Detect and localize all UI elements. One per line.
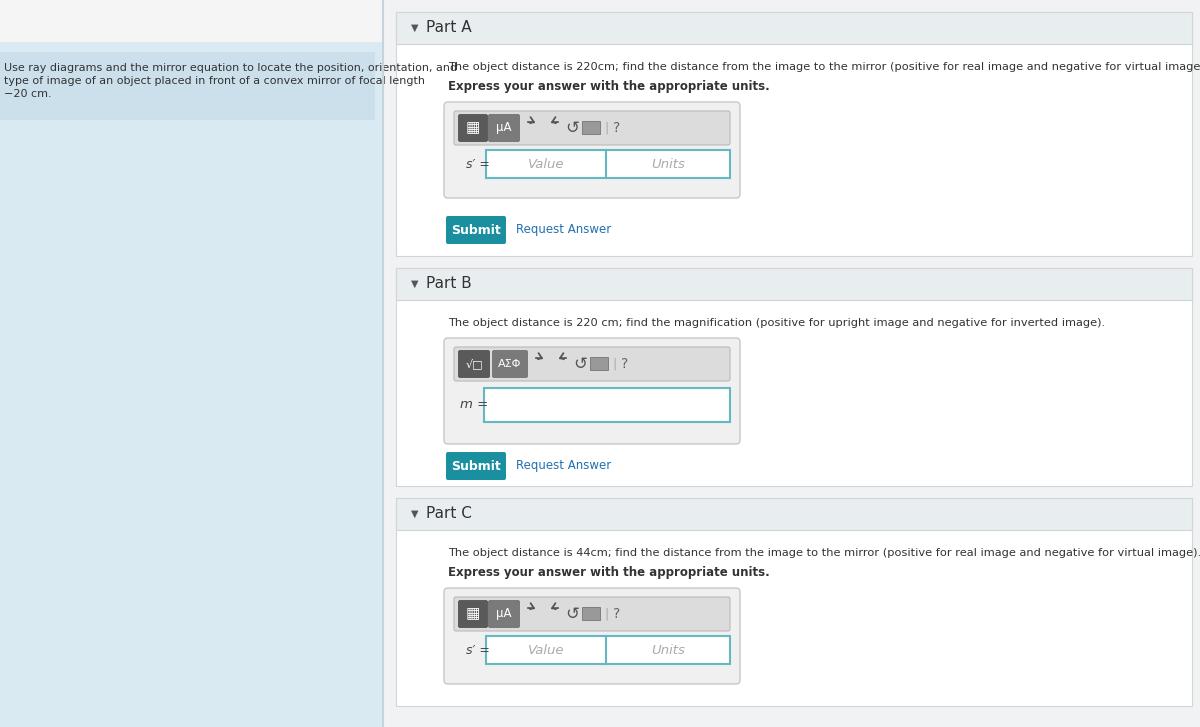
FancyBboxPatch shape xyxy=(458,350,490,377)
Bar xyxy=(0,52,374,120)
Text: |: | xyxy=(604,608,608,621)
Text: Part A: Part A xyxy=(426,20,472,36)
Text: Use ray diagrams and the mirror equation to locate the position, orientation, an: Use ray diagrams and the mirror equation… xyxy=(4,63,457,73)
Text: Request Answer: Request Answer xyxy=(516,459,611,473)
Bar xyxy=(0,42,383,727)
Text: Units: Units xyxy=(652,158,685,171)
Text: −20 cm.: −20 cm. xyxy=(4,89,52,99)
Text: Part C: Part C xyxy=(426,507,472,521)
FancyBboxPatch shape xyxy=(454,111,730,145)
Text: ▼: ▼ xyxy=(410,509,419,519)
Text: ?: ? xyxy=(613,607,620,621)
Bar xyxy=(486,150,606,178)
FancyBboxPatch shape xyxy=(454,597,730,631)
FancyBboxPatch shape xyxy=(446,216,506,244)
FancyBboxPatch shape xyxy=(446,452,506,480)
Text: Request Answer: Request Answer xyxy=(516,223,611,236)
Bar xyxy=(396,12,1192,44)
FancyBboxPatch shape xyxy=(458,601,487,627)
Bar xyxy=(582,607,600,620)
Bar xyxy=(582,121,600,134)
Text: |: | xyxy=(612,358,616,371)
Bar xyxy=(396,268,1192,300)
Text: ↺: ↺ xyxy=(574,355,587,373)
Text: ?: ? xyxy=(613,121,620,135)
Text: ▦: ▦ xyxy=(466,121,480,135)
Text: s′ =: s′ = xyxy=(466,643,490,656)
Bar xyxy=(396,498,1192,706)
FancyBboxPatch shape xyxy=(458,114,487,142)
Text: Submit: Submit xyxy=(451,223,500,236)
Bar xyxy=(486,636,606,664)
Text: ?: ? xyxy=(622,357,629,371)
Bar xyxy=(0,0,1200,42)
Text: Value: Value xyxy=(528,643,564,656)
Text: Express your answer with the appropriate units.: Express your answer with the appropriate… xyxy=(448,566,769,579)
FancyBboxPatch shape xyxy=(492,350,528,377)
Bar xyxy=(396,268,1192,486)
Text: The object distance is 44cm; find the distance from the image to the mirror (pos: The object distance is 44cm; find the di… xyxy=(448,548,1200,558)
FancyBboxPatch shape xyxy=(454,347,730,381)
Text: Submit: Submit xyxy=(451,459,500,473)
FancyBboxPatch shape xyxy=(444,588,740,684)
Text: ▼: ▼ xyxy=(410,23,419,33)
Text: ↺: ↺ xyxy=(565,605,578,623)
FancyBboxPatch shape xyxy=(488,114,520,142)
Text: type of image of an object placed in front of a convex mirror of focal length: type of image of an object placed in fro… xyxy=(4,76,425,86)
FancyBboxPatch shape xyxy=(444,338,740,444)
Text: Express your answer with the appropriate units.: Express your answer with the appropriate… xyxy=(448,80,769,93)
Text: ΑΣΦ: ΑΣΦ xyxy=(498,359,522,369)
Text: ▦: ▦ xyxy=(466,606,480,622)
Text: ↺: ↺ xyxy=(565,119,578,137)
Text: μA: μA xyxy=(497,608,511,621)
Text: Value: Value xyxy=(528,158,564,171)
Bar xyxy=(606,636,730,664)
Text: The object distance is 220cm; find the distance from the image to the mirror (po: The object distance is 220cm; find the d… xyxy=(448,62,1200,72)
Bar xyxy=(484,388,730,422)
Text: Units: Units xyxy=(652,643,685,656)
Bar xyxy=(396,12,1192,256)
Text: The object distance is 220 cm; find the magnification (positive for upright imag: The object distance is 220 cm; find the … xyxy=(448,318,1105,328)
Text: μA: μA xyxy=(497,121,511,134)
Text: ▼: ▼ xyxy=(410,279,419,289)
Text: s′ =: s′ = xyxy=(466,158,490,171)
Bar xyxy=(590,357,608,370)
Bar xyxy=(383,0,1200,727)
Text: |: | xyxy=(604,121,608,134)
FancyBboxPatch shape xyxy=(444,102,740,198)
Bar xyxy=(606,150,730,178)
Bar xyxy=(396,498,1192,530)
FancyBboxPatch shape xyxy=(488,601,520,627)
Text: m =: m = xyxy=(460,398,488,411)
Text: Part B: Part B xyxy=(426,276,472,292)
Text: √□: √□ xyxy=(466,358,482,369)
